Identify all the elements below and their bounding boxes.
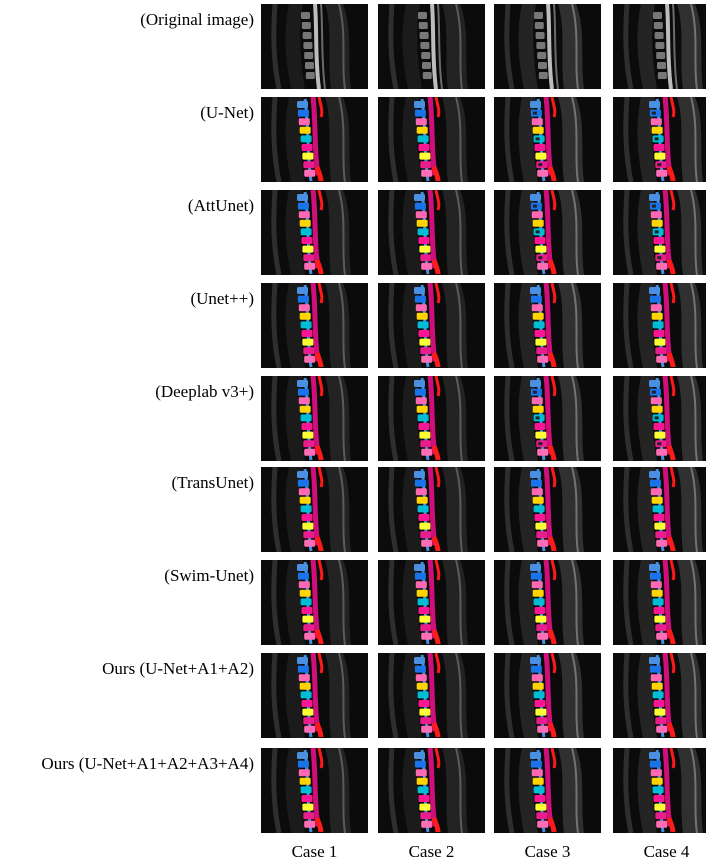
mri-panel	[261, 467, 368, 552]
mri-slice-image	[613, 190, 706, 275]
mri-panel	[378, 653, 485, 738]
row-label: (Original image)	[140, 10, 254, 29]
row-label: (U-Net)	[200, 103, 254, 122]
mri-panel	[494, 748, 601, 833]
mri-slice-image	[378, 748, 485, 833]
mri-slice-image	[494, 97, 601, 182]
mri-slice-image	[494, 190, 601, 275]
row-label: Ours (U-Net+A1+A2)	[102, 659, 254, 678]
mri-slice-image	[261, 467, 368, 552]
mri-panel	[378, 4, 485, 89]
mri-slice-image	[613, 560, 706, 645]
mri-slice-image	[613, 97, 706, 182]
mri-slice-image	[261, 190, 368, 275]
mri-panel	[378, 376, 485, 461]
mri-slice-image	[261, 653, 368, 738]
mri-panel	[494, 376, 601, 461]
row-label: (Deeplab v3+)	[155, 382, 254, 401]
mri-slice-image	[261, 4, 368, 89]
mri-slice-image	[261, 560, 368, 645]
mri-slice-image	[613, 653, 706, 738]
mri-slice-image	[378, 283, 485, 368]
mri-panel	[613, 376, 706, 461]
mri-slice-image	[494, 653, 601, 738]
mri-slice-image	[378, 190, 485, 275]
mri-slice-image	[613, 4, 706, 89]
mri-slice-image	[613, 748, 706, 833]
mri-slice-image	[378, 653, 485, 738]
column-label: Case 2	[408, 842, 455, 861]
mri-slice-image	[494, 4, 601, 89]
row-label: Ours (U-Net+A1+A2+A3+A4)	[41, 754, 254, 773]
mri-panel	[378, 560, 485, 645]
mri-slice-image	[378, 4, 485, 89]
mri-slice-image	[494, 376, 601, 461]
mri-panel	[613, 653, 706, 738]
mri-panel	[378, 97, 485, 182]
mri-panel	[261, 653, 368, 738]
mri-panel	[261, 748, 368, 833]
mri-panel	[494, 467, 601, 552]
mri-panel	[378, 748, 485, 833]
mri-panel	[494, 653, 601, 738]
mri-slice-image	[613, 283, 706, 368]
mri-panel	[494, 4, 601, 89]
mri-panel	[261, 190, 368, 275]
mri-panel	[261, 283, 368, 368]
mri-panel	[378, 467, 485, 552]
mri-slice-image	[261, 376, 368, 461]
mri-panel	[261, 376, 368, 461]
mri-slice-image	[378, 376, 485, 461]
mri-panel	[613, 467, 706, 552]
mri-slice-image	[261, 748, 368, 833]
mri-panel	[261, 560, 368, 645]
row-label: (TransUnet)	[171, 473, 254, 492]
mri-panel	[494, 97, 601, 182]
mri-slice-image	[378, 97, 485, 182]
mri-panel	[494, 283, 601, 368]
column-label: Case 1	[291, 842, 338, 861]
mri-slice-image	[494, 283, 601, 368]
mri-slice-image	[378, 467, 485, 552]
mri-panel	[261, 4, 368, 89]
mri-slice-image	[261, 283, 368, 368]
mri-slice-image	[494, 748, 601, 833]
mri-panel	[494, 560, 601, 645]
mri-panel	[613, 283, 706, 368]
mri-panel	[494, 190, 601, 275]
mri-slice-image	[613, 376, 706, 461]
mri-slice-image	[261, 97, 368, 182]
mri-panel	[613, 4, 706, 89]
mri-slice-image	[494, 467, 601, 552]
row-label: (Unet++)	[190, 289, 254, 308]
mri-slice-image	[494, 560, 601, 645]
mri-panel	[613, 748, 706, 833]
mri-panel	[613, 560, 706, 645]
mri-panel	[613, 190, 706, 275]
mri-panel	[261, 97, 368, 182]
mri-panel	[378, 283, 485, 368]
column-label: Case 4	[643, 842, 690, 861]
mri-panel	[613, 97, 706, 182]
mri-panel	[378, 190, 485, 275]
row-label: (Swim-Unet)	[164, 566, 254, 585]
column-label: Case 3	[524, 842, 571, 861]
mri-slice-image	[378, 560, 485, 645]
mri-slice-image	[613, 467, 706, 552]
row-label: (AttUnet)	[187, 196, 254, 215]
